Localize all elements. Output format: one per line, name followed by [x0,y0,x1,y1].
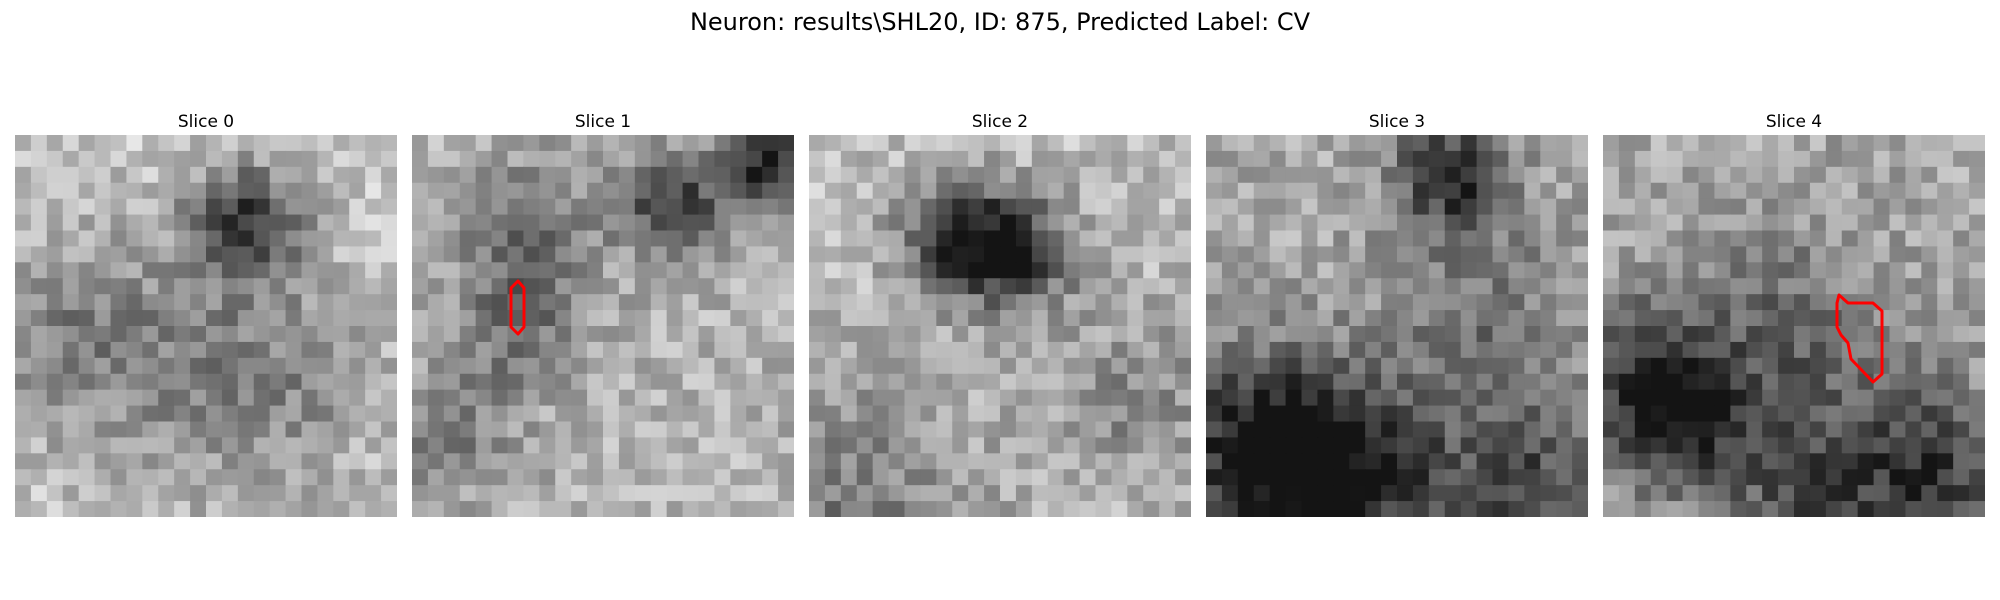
slice-image-0 [15,135,397,517]
slice-title-1: Slice 1 [574,112,632,132]
slice-title-3: Slice 3 [1368,112,1426,132]
slice-image-3 [1206,135,1588,517]
slice-panel-0: Slice 0 [15,110,397,517]
slice-title-2: Slice 2 [971,112,1029,132]
slice-image-4 [1603,135,1985,517]
slice-panel-4: Slice 4 [1603,110,1985,517]
figure-title: Neuron: results\SHL20, ID: 875, Predicte… [689,8,1311,36]
slice-panel-3: Slice 3 [1206,110,1588,517]
slice-image-2 [809,135,1191,517]
slice-image-1 [412,135,794,517]
roi-contour [1835,293,1884,384]
slice-title-0: Slice 0 [177,112,235,132]
slice-panel-2: Slice 2 [809,110,1191,517]
slice-title-4: Slice 4 [1765,112,1823,132]
roi-contour [509,279,526,336]
slice-panel-1: Slice 1 [412,110,794,517]
